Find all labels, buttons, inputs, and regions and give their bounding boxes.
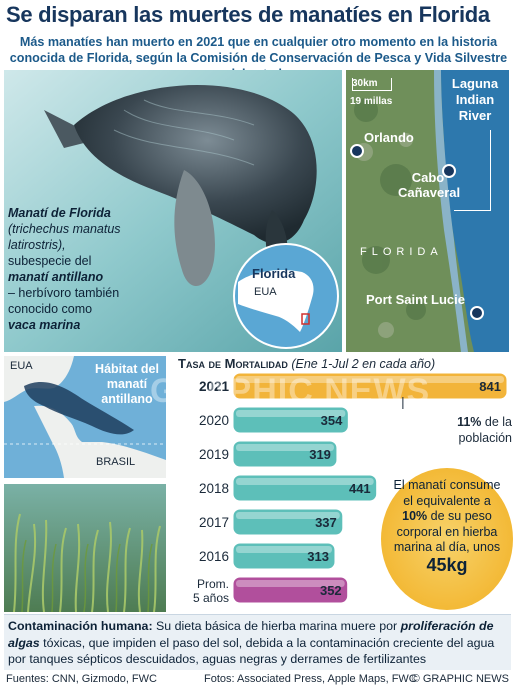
caption-scientific-name: (trichechus manatus latirostris), <box>8 222 121 252</box>
bar-row: 2016 313 <box>199 542 336 570</box>
fact-text1: El manatí consume el equivalente a <box>393 478 501 508</box>
bar-row: 2021 841 <box>199 372 508 400</box>
lagoon-label: Laguna Indian River <box>451 76 499 123</box>
bar-highlight <box>236 444 334 451</box>
state-label: FLORIDA <box>360 246 443 258</box>
scale-bar <box>352 78 392 91</box>
bar-category-label: Prom. 5 años <box>193 577 229 605</box>
bar-row: 2017 337 <box>199 508 344 536</box>
footer-credit: © GRAPHIC NEWS <box>411 673 509 685</box>
habitat-label-brasil: BRASIL <box>96 456 136 468</box>
footer-photos: Fotos: Associated Press, Apple Maps, FWC <box>204 673 417 685</box>
footer: Fuentes: CNN, Gizmodo, FWC Fotos: Associ… <box>4 671 511 689</box>
bar-highlight <box>236 478 374 485</box>
inset-label-eua: EUA <box>254 286 277 298</box>
habitat-map: EUA Hábitat del manatí antillano BRASIL <box>4 356 166 478</box>
bar-value-label: 337 <box>315 515 337 530</box>
bar-category-label: 2018 <box>199 481 229 496</box>
caption-line3: – herbívoro también conocido como <box>8 286 120 316</box>
city-marker-cabo <box>442 164 456 178</box>
city-marker-orlando <box>350 144 364 158</box>
bar-category-label: 2017 <box>199 515 229 530</box>
bar-2020 <box>232 406 349 434</box>
bar-category-label: 2019 <box>199 447 229 462</box>
chart-header: Tasa de Mortalidad (Ene 1-Jul 2 en cada … <box>178 356 508 371</box>
fact-amount: 45kg <box>426 554 468 575</box>
population-note: 11% de la población <box>418 414 512 446</box>
bar-row: 2020 354 <box>199 406 349 434</box>
bar-value-label: 841 <box>479 379 501 394</box>
population-pct: 11% <box>457 415 482 429</box>
scale-km: 30km <box>352 78 378 89</box>
caption-line2: subespecie del <box>8 254 92 268</box>
caption-name: Manatí de Florida <box>8 206 111 220</box>
bar-category-label: 2021 <box>199 379 230 394</box>
habitat-title: Hábitat del manatí antillano <box>95 362 159 406</box>
habitat-label-eua: EUA <box>10 360 33 372</box>
caption-subspecies: manatí antillano <box>8 270 104 284</box>
bar-highlight <box>236 512 340 519</box>
inset-label-florida: Florida <box>252 266 296 281</box>
bar-prom-5-a-os <box>232 576 349 604</box>
fact-text2: de su peso corporal en hierba marina al … <box>393 509 501 554</box>
bar-row: 2019 319 <box>199 440 338 468</box>
bar-2017 <box>232 508 344 536</box>
bar-2016 <box>232 542 336 570</box>
lagoon-leader-line <box>454 130 491 211</box>
city-label-cabo: Cabo Cañaveral <box>398 170 461 200</box>
scale-mi: 19 millas <box>350 96 393 107</box>
pollution-heading: Contaminación humana: <box>8 619 153 633</box>
bar-category-label: 2020 <box>199 413 229 428</box>
footer-sources: Fuentes: CNN, Gizmodo, FWC <box>6 673 157 685</box>
chart-subtitle: (Ene 1-Jul 2 en cada año) <box>291 357 436 371</box>
inset-globe-map: Florida EUA <box>232 242 340 350</box>
bar-value-label: 319 <box>309 447 331 462</box>
bar-row: 2018 441 <box>199 474 378 502</box>
bar-highlight <box>236 376 504 383</box>
bar-2019 <box>232 440 338 468</box>
bar-value-label: 352 <box>320 583 342 598</box>
manatee-caption: Manatí de Florida (trichechus manatus la… <box>8 205 168 333</box>
pollution-text2: tóxicas, que impiden el paso del sol, de… <box>8 635 495 667</box>
bar-value-label: 313 <box>307 549 329 564</box>
bar-2018 <box>232 474 378 502</box>
population-text: de la población <box>458 415 512 445</box>
pollution-text1: Su dieta básica de hierba marina muere p… <box>156 619 398 633</box>
caption-alias: vaca marina <box>8 318 81 332</box>
pollution-phrase: proliferación de algas <box>8 619 494 650</box>
fact-pct: 10% <box>402 509 428 523</box>
manatee-photo <box>4 70 342 352</box>
pollution-note: Contaminación humana: Su dieta básica de… <box>4 614 511 670</box>
bar-2021 <box>232 372 508 400</box>
mortality-bar-chart: 2021 841 2020 354 2019 319 2018 441 2017 337 2016 3… <box>193 372 508 605</box>
city-marker-psl <box>470 306 484 320</box>
chart-title: Tasa de Mortalidad <box>178 356 288 371</box>
city-label-orlando: Orlando <box>364 130 414 145</box>
page-title: Se disparan las muertes de manatíes en F… <box>6 2 490 27</box>
fact-bubble: El manatí consume el equivalente a 10% d… <box>381 468 513 610</box>
bar-value-label: 354 <box>321 413 343 428</box>
bar-highlight <box>236 580 345 587</box>
bar-highlight <box>236 546 332 553</box>
seagrass-photo <box>4 484 166 612</box>
satellite-map: 30km 19 millas Laguna Indian River Orlan… <box>346 70 509 352</box>
bar-category-label: 2016 <box>199 549 229 564</box>
bar-row: Prom. 5 años 352 <box>193 576 349 605</box>
bar-highlight <box>236 410 346 417</box>
city-label-psl: Port Saint Lucie <box>366 292 465 307</box>
bar-value-label: 441 <box>349 481 371 496</box>
